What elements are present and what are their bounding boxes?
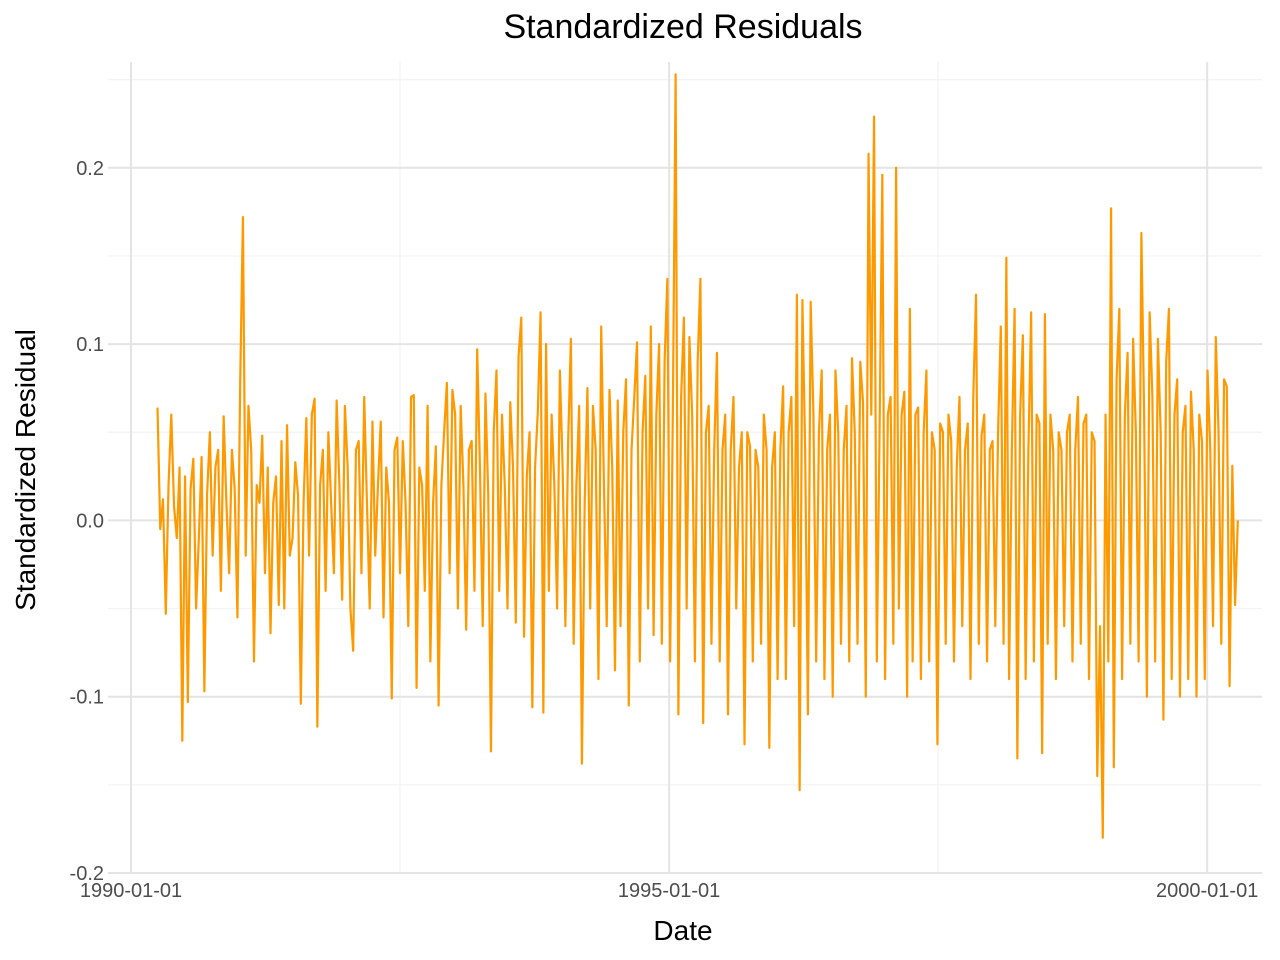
x-axis-title: Date	[653, 915, 712, 946]
x-tick-labels: 1990-01-01 1995-01-01 2000-01-01	[80, 880, 1259, 902]
x-tick-label: 1995-01-01	[618, 880, 720, 902]
x-tick-label: 1990-01-01	[80, 880, 182, 902]
series-line-group	[156, 73, 1239, 839]
y-tick-label: 0.1	[76, 334, 104, 356]
y-tick-label: 0.2	[76, 158, 104, 180]
x-tick-label: 2000-01-01	[1156, 880, 1258, 902]
y-axis-title: Standardized Residual	[10, 329, 41, 611]
y-tick-label: 0.0	[76, 510, 104, 532]
y-tick-labels: -0.2 -0.1 0.0 0.1 0.2	[70, 158, 104, 885]
y-tick-label: -0.1	[70, 687, 104, 709]
y-tick-label: -0.2	[70, 863, 104, 885]
series-line	[156, 73, 1239, 839]
chart-title: Standardized Residuals	[503, 8, 863, 46]
